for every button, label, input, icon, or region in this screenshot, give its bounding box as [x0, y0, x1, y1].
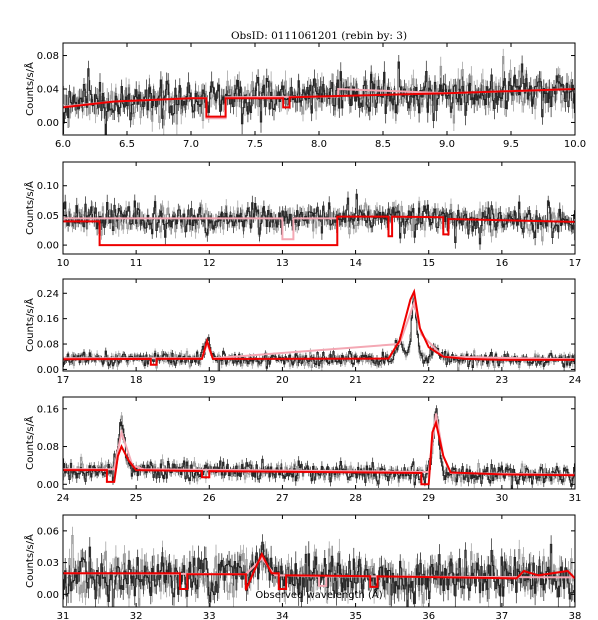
plot-area — [63, 48, 575, 135]
x-tick-label: 10 — [57, 258, 70, 269]
x-tick-label: 25 — [130, 493, 143, 504]
x-tick-label: 8.5 — [375, 139, 391, 150]
x-tick-label: 30 — [495, 493, 508, 504]
model-pink-line — [63, 217, 338, 241]
model-red-line — [63, 419, 575, 486]
x-tick-label: 35 — [349, 611, 362, 620]
model-pink-line — [63, 413, 575, 476]
x-tick-label: 36 — [422, 611, 435, 620]
x-tick-label: 14 — [349, 258, 362, 269]
x-tick-label: 24 — [569, 375, 582, 386]
x-tick-label: 17 — [57, 375, 70, 386]
x-tick-label: 33 — [203, 611, 216, 620]
x-tick-label: 22 — [422, 375, 435, 386]
y-axis-label: Counts/s/Å — [23, 62, 36, 116]
x-tick-label: 18 — [130, 375, 143, 386]
y-tick-label: 0.00 — [37, 480, 59, 491]
x-tick-label: 15 — [422, 258, 435, 269]
x-tick-label: 38 — [569, 611, 582, 620]
model-red-line — [63, 288, 575, 366]
y-tick-label: 0.00 — [37, 590, 59, 601]
figure-title: ObsID: 0111061201 (rebin by: 3) — [231, 30, 407, 42]
y-tick-label: 0.04 — [37, 85, 59, 96]
x-tick-label: 31 — [57, 611, 70, 620]
x-tick-label: 27 — [276, 493, 289, 504]
y-axis-label: Counts/s/Å — [23, 416, 36, 470]
y-axis-label: Counts/s/Å — [23, 298, 36, 352]
y-tick-label: 0.06 — [37, 526, 59, 537]
x-tick-label: 9.0 — [439, 139, 455, 150]
x-tick-label: 19 — [203, 375, 216, 386]
x-tick-label: 20 — [276, 375, 289, 386]
plot-frame — [62, 161, 576, 255]
x-tick-label: 26 — [203, 493, 216, 504]
y-tick-label: 0.03 — [37, 558, 59, 569]
plot-frame — [62, 514, 576, 608]
y-tick-label: 0.08 — [37, 442, 59, 453]
y-axis-label: Counts/s/Å — [23, 181, 36, 235]
y-tick-label: 0.08 — [37, 51, 59, 62]
x-tick-label: 6.0 — [55, 139, 71, 150]
y-tick-label: 0.08 — [37, 340, 59, 351]
plot-area — [63, 405, 575, 489]
x-tick-label: 37 — [495, 611, 508, 620]
y-tick-label: 0.00 — [37, 241, 59, 252]
x-tick-label: 6.5 — [119, 139, 135, 150]
plot-frame — [62, 278, 576, 372]
x-tick-label: 32 — [130, 611, 143, 620]
y-axis-label: Counts/s/Å — [23, 534, 36, 588]
y-tick-label: 0.10 — [37, 181, 59, 192]
y-tick-label: 0.16 — [37, 404, 59, 415]
y-tick-label: 0.24 — [37, 289, 59, 300]
x-tick-label: 29 — [422, 493, 435, 504]
x-tick-label: 9.5 — [503, 139, 519, 150]
x-tick-label: 23 — [495, 375, 508, 386]
x-tick-label: 17 — [569, 258, 582, 269]
model-pink-line — [63, 299, 575, 361]
x-tick-label: 16 — [495, 258, 508, 269]
y-tick-label: 0.00 — [37, 118, 59, 129]
data-series-dark — [63, 61, 575, 135]
spectrum-panel-1: 6.0 6.5 7.0 7.5 8.0 8.5 9.0 9.5 10.0 0.00 0.04 0.08… — [23, 42, 586, 150]
x-tick-label: 7.0 — [183, 139, 199, 150]
plot-area — [63, 288, 575, 371]
x-tick-label: 7.5 — [247, 139, 263, 150]
x-tick-label: 13 — [276, 258, 289, 269]
data-series-dark — [63, 408, 575, 489]
data-series-dark-errorbars — [63, 405, 575, 489]
x-tick-label: 21 — [349, 375, 362, 386]
x-tick-label: 11 — [130, 258, 143, 269]
x-tick-label: 24 — [57, 493, 70, 504]
x-tick-label: 10.0 — [564, 139, 586, 150]
y-tick-label: 0.00 — [37, 365, 59, 376]
y-tick-label: 0.16 — [37, 314, 59, 325]
panels-container: 6.0 6.5 7.0 7.5 8.0 8.5 9.0 9.5 10.0 0.00 0.04 0.08… — [23, 42, 586, 620]
x-tick-label: 12 — [203, 258, 216, 269]
plot-area — [63, 526, 575, 607]
spectrum-panel-3: 17 18 19 20 21 22 23 24 0.00 0.08 0.16 0.24Counts/s… — [23, 278, 582, 386]
x-tick-label: 34 — [276, 611, 289, 620]
x-tick-label: 28 — [349, 493, 362, 504]
x-tick-label: 8.0 — [311, 139, 327, 150]
model-red-line — [63, 551, 575, 591]
plot-area — [63, 189, 575, 250]
x-axis-label: Observed wavelength (Å) — [255, 588, 382, 601]
model-red-line — [63, 88, 575, 118]
x-tick-label: 31 — [569, 493, 582, 504]
y-tick-label: 0.05 — [37, 211, 59, 222]
plot-frame — [62, 396, 576, 490]
model-red-line — [63, 215, 575, 247]
